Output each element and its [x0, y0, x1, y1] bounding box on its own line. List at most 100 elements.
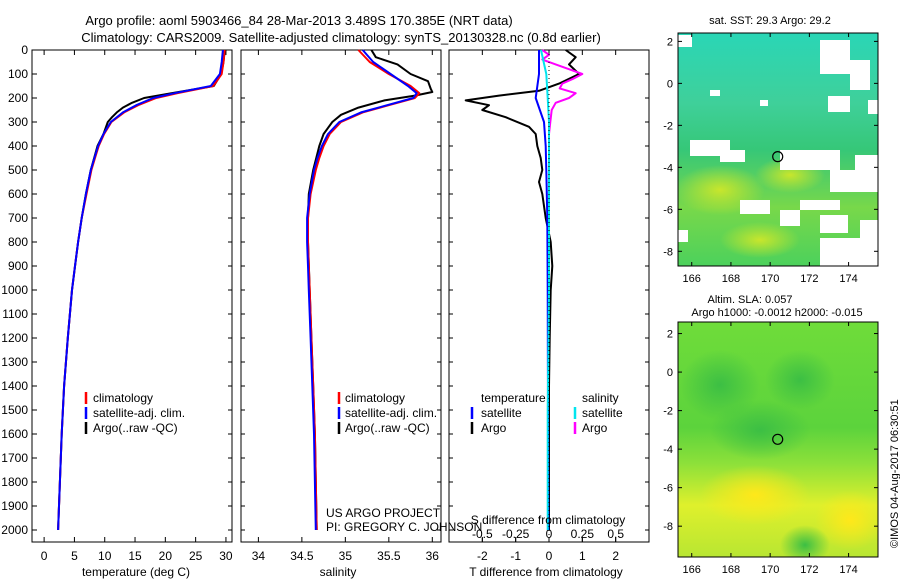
- x-tick-label: 0: [41, 549, 48, 563]
- x-tick-label: 30: [219, 549, 233, 563]
- sst-map-title: sat. SST: 29.3 Argo: 29.2: [709, 15, 831, 27]
- depth-tick-label: 800: [8, 235, 28, 249]
- sst-map-axes: 166 168 170 172 174 -8 -6 -4 -2 0 2: [663, 33, 878, 285]
- x-tick-label: 34.5: [290, 549, 314, 563]
- map-y-tick-label: -8: [663, 246, 673, 258]
- argo-location-marker: [772, 151, 784, 163]
- x-tick-label: -1: [510, 549, 521, 563]
- depth-tick-label: 300: [8, 115, 28, 129]
- legend-climatology-label: climatology: [93, 391, 153, 405]
- s-difference-xlabel: S difference from climatology: [471, 513, 626, 527]
- x-tick-label: 15: [128, 549, 142, 563]
- legend-s-satellite-label: satellite: [582, 406, 623, 420]
- x-tick-label: 0: [546, 549, 553, 563]
- s-top-tick-label: 0.25: [571, 527, 595, 541]
- t-difference-satellite-line: [534, 50, 550, 531]
- legend-satellite-label: satellite-adj. clim.: [345, 406, 437, 420]
- legend-salinity-title: salinity: [582, 391, 619, 405]
- x-tick-label: 20: [159, 549, 173, 563]
- map-y-tick-label: 0: [667, 367, 673, 379]
- map-x-tick-label: 172: [800, 564, 818, 576]
- legend-s-argo-label: Argo: [582, 421, 608, 435]
- sla-map-title: Altim. SLA: 0.057: [708, 294, 793, 306]
- x-tick-label: -2: [477, 549, 488, 563]
- salinity-climatology-line: [307, 49, 421, 531]
- depth-tick-label: 100: [8, 67, 28, 81]
- salinity-xlabel: salinity: [320, 565, 357, 579]
- x-tick-label: 10: [98, 549, 112, 563]
- x-tick-label: 36: [426, 549, 440, 563]
- depth-tick-label: 2000: [1, 523, 28, 537]
- argo-location-marker: [772, 433, 784, 445]
- sla-map-field: [678, 322, 878, 557]
- legend-t-argo-label: Argo: [481, 421, 507, 435]
- depth-tick-label: 900: [8, 259, 28, 273]
- depth-tick-label: 1900: [1, 499, 28, 513]
- x-axes: 0 5 10 15 20 25 30 34 34.5 35 35.5 36 -2 -1 0 1 2 -0.5 -0.…: [41, 50, 624, 563]
- x-tick-label: 5: [71, 549, 78, 563]
- depth-tick-label: 400: [8, 139, 28, 153]
- x-tick-label: 25: [189, 549, 203, 563]
- map-y-tick-label: 2: [667, 36, 673, 48]
- map-y-tick-label: 2: [667, 329, 673, 341]
- map-x-tick-label: 174: [839, 273, 857, 285]
- map-x-tick-label: 170: [761, 564, 779, 576]
- sst-map-field: [678, 33, 878, 266]
- temperature-legend: climatology satellite-adj. clim. Argo(..…: [84, 391, 185, 435]
- credit-project: US ARGO PROJECT: [326, 506, 441, 520]
- map-x-tick-label: 166: [683, 564, 701, 576]
- s-top-tick-label: 0.5: [607, 527, 624, 541]
- map-x-tick-label: 168: [722, 564, 740, 576]
- depth-tick-label: 1500: [1, 403, 28, 417]
- legend-t-satellite-label: satellite: [481, 406, 522, 420]
- s-top-tick-label: -0.5: [472, 527, 493, 541]
- salinity-argo-line: [307, 49, 434, 531]
- temperature-argo-line: [57, 49, 226, 531]
- salinity-axes: [240, 49, 442, 543]
- legend-satellite-label: satellite-adj. clim.: [93, 406, 185, 420]
- map-y-tick-label: -6: [663, 483, 673, 495]
- t-difference-argo-line: [464, 49, 580, 530]
- temperature-satellite-line: [57, 49, 224, 531]
- credit-pi: PI: GREGORY C. JOHNSON: [326, 520, 482, 534]
- x-tick-label: 35: [339, 549, 353, 563]
- x-tick-label: 35.5: [377, 549, 401, 563]
- depth-tick-label: 1700: [1, 451, 28, 465]
- map-y-tick-label: -8: [663, 521, 673, 533]
- map-x-tick-label: 170: [761, 273, 779, 285]
- map-y-tick-label: -6: [663, 204, 673, 216]
- map-x-tick-label: 166: [683, 273, 701, 285]
- legend-temperature-title: temperature: [481, 391, 546, 405]
- x-tick-label: 34: [252, 549, 266, 563]
- sla-map-frame: [677, 321, 879, 558]
- depth-axis: 0 100 200 300 400 500 600 700 800 900 1000 1100 1200…: [1, 43, 649, 537]
- sst-map-frame: [677, 32, 879, 267]
- sla-map-axes: 166 168 170 172 174 -8 -6 -4 -2 0 2: [663, 322, 878, 576]
- legend-argo-label: Argo(..raw -QC): [93, 421, 178, 435]
- depth-tick-label: 0: [21, 43, 28, 57]
- map-y-tick-label: 0: [667, 78, 673, 90]
- map-y-tick-label: -2: [663, 406, 673, 418]
- depth-tick-label: 500: [8, 163, 28, 177]
- title-line-2: Climatology: CARS2009. Satellite-adjuste…: [81, 30, 601, 45]
- salinity-legend: climatology satellite-adj. clim. Argo(..…: [337, 391, 437, 435]
- profile-curves: [57, 49, 584, 542]
- temperature-xlabel: temperature (deg C): [82, 565, 190, 579]
- depth-tick-label: 1300: [1, 355, 28, 369]
- timestamp-stamp: ©IMOS 04-Aug-2017 06:30:51: [889, 399, 900, 548]
- depth-tick-label: 1400: [1, 379, 28, 393]
- depth-tick-label: 600: [8, 187, 28, 201]
- legend-argo-label: Argo(..raw -QC): [345, 421, 430, 435]
- depth-tick-label: 700: [8, 211, 28, 225]
- s-top-tick-label: -0.25: [502, 527, 530, 541]
- legend-climatology-label: climatology: [345, 391, 405, 405]
- depth-tick-label: 1600: [1, 427, 28, 441]
- map-x-tick-label: 172: [800, 273, 818, 285]
- map-y-tick-label: -2: [663, 120, 673, 132]
- t-difference-xlabel: T difference from climatology: [469, 565, 623, 579]
- depth-tick-label: 1000: [1, 283, 28, 297]
- map-y-tick-label: -4: [663, 444, 673, 456]
- depth-tick-label: 1200: [1, 331, 28, 345]
- map-x-tick-label: 168: [722, 273, 740, 285]
